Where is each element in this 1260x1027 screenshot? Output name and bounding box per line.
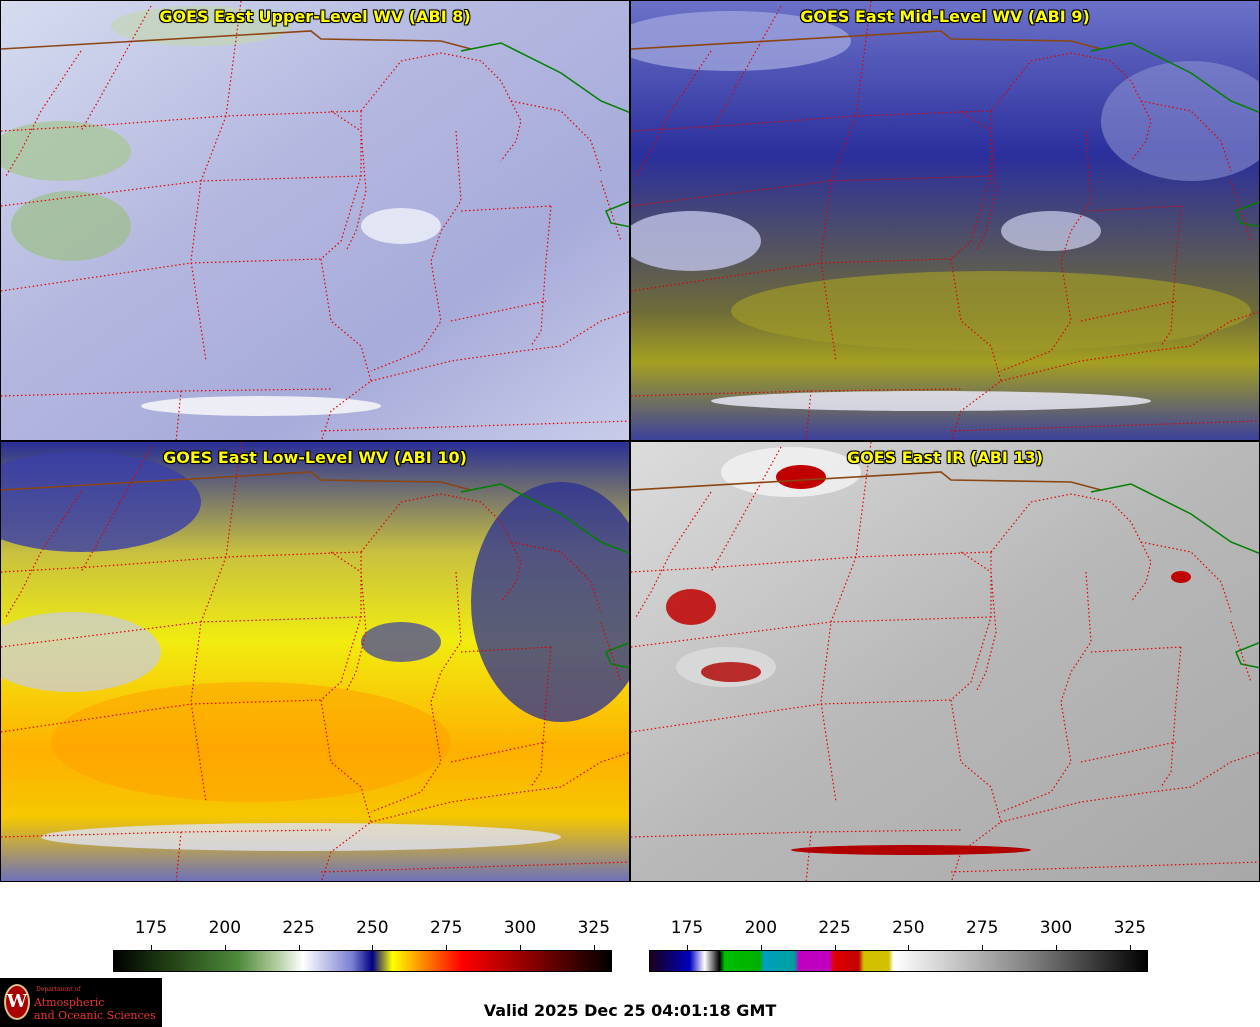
colorbar-tick-label: 325	[1113, 918, 1147, 938]
colorbar-tick-mark	[687, 945, 688, 951]
satellite-image-mid-wv	[631, 1, 1259, 440]
colorbar-tick-label: 250	[356, 918, 389, 938]
colorbar-tick-mark	[224, 945, 226, 951]
colorbar-tick-mark	[520, 945, 521, 951]
satellite-image-ir	[631, 442, 1259, 881]
colorbar-tick-label: 300	[503, 918, 537, 938]
colorbar-tick-label: 175	[134, 918, 168, 938]
colorbar-tick-label: 200	[744, 918, 778, 938]
colorbar-tick-label: 225	[282, 918, 315, 938]
map-panel-upper-wv: GOES East Upper-Level WV (ABI 8)	[0, 0, 630, 441]
colorbar-tick-mark	[982, 945, 984, 951]
valid-time: Valid 2025 Dec 25 04:01:18 GMT	[483, 1001, 777, 1020]
colorbar-ir	[649, 950, 1148, 972]
colorbar-tick-mark	[372, 945, 374, 951]
colorbar-tick-mark	[446, 945, 448, 951]
colorbar-ir-ticks: 175 200 225 250 275 300 325	[649, 918, 1148, 951]
colorbar-tick-mark	[834, 945, 836, 951]
colorbar-tick-mark	[1056, 945, 1057, 951]
colorbar-tick-mark	[760, 945, 762, 951]
colorbar-tick-label: 275	[429, 918, 463, 938]
colorbar-tick-label: 225	[818, 918, 851, 938]
satellite-image-upper-wv	[1, 1, 629, 440]
colorbar-tick-label: 250	[892, 918, 925, 938]
map-panel-mid-wv: GOES East Mid-Level WV (ABI 9)	[630, 0, 1260, 441]
logo-line2: and Oceanic Sciences	[34, 1009, 156, 1022]
colorbar-tick-mark	[908, 945, 910, 951]
map-panel-ir: GOES East IR (ABI 13)	[630, 441, 1260, 882]
colorbar-tick-label: 200	[208, 918, 242, 938]
colorbar-tick-label: 275	[965, 918, 999, 938]
logo-department: Department of	[36, 986, 81, 993]
colorbar-tick-mark	[151, 945, 152, 951]
aos-logo: W Department of Atmospheric and Oceanic …	[0, 978, 162, 1027]
colorbar-tick-label: 175	[670, 918, 704, 938]
satellite-image-low-wv	[1, 442, 629, 881]
colorbar-tick-mark	[593, 945, 595, 951]
colorbar-wv	[113, 950, 612, 972]
colorbar-tick-mark	[1129, 945, 1131, 951]
panel-title: GOES East IR (ABI 13)	[846, 448, 1044, 467]
logo-line1: Atmospheric	[34, 996, 105, 1009]
colorbar-tick-label: 325	[577, 918, 611, 938]
colorbar-wv-ticks: 175 200 225 250 275 300 325	[113, 918, 612, 951]
panel-title: GOES East Low-Level WV (ABI 10)	[163, 448, 467, 467]
panel-title: GOES East Mid-Level WV (ABI 9)	[800, 7, 1090, 26]
map-panel-low-wv: GOES East Low-Level WV (ABI 10)	[0, 441, 630, 882]
colorbar-tick-label: 300	[1039, 918, 1073, 938]
colorbar-tick-mark	[298, 945, 300, 951]
uw-crest-icon: W	[4, 984, 30, 1020]
panel-title: GOES East Upper-Level WV (ABI 8)	[159, 7, 471, 26]
